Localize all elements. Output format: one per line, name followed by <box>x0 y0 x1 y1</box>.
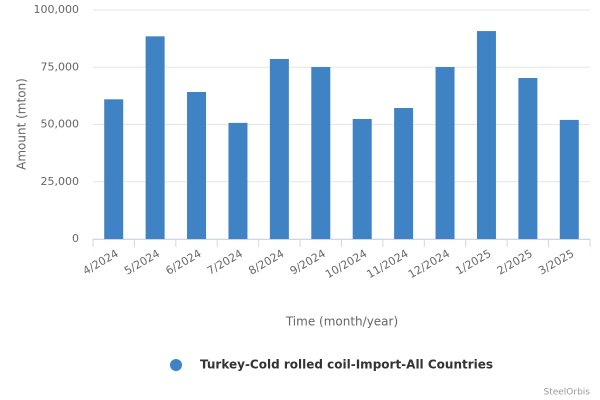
y-tick-label: 25,000 <box>41 175 80 188</box>
bar <box>559 119 579 239</box>
bar <box>352 119 372 239</box>
x-tick-label: 5/2024 <box>122 247 162 278</box>
x-tick-label: 7/2024 <box>205 247 245 278</box>
bar <box>269 59 289 240</box>
credits: SteelOrbis <box>543 388 590 398</box>
y-tick-label: 75,000 <box>41 60 80 73</box>
x-tick-label: 4/2024 <box>81 247 121 278</box>
bar <box>187 91 207 240</box>
bar <box>394 108 414 240</box>
x-axis-title: Time (month/year) <box>285 315 398 329</box>
bar <box>104 99 124 239</box>
x-tick-label: 8/2024 <box>246 247 286 278</box>
x-tick-label: 3/2025 <box>536 247 576 278</box>
x-tick-label: 10/2024 <box>323 247 369 281</box>
x-tick-label: 1/2025 <box>453 247 493 278</box>
bar <box>518 78 538 239</box>
bar <box>311 67 331 239</box>
x-tick-label: 2/2025 <box>495 247 535 278</box>
y-tick-label: 100,000 <box>34 3 80 16</box>
x-tick-label: 9/2024 <box>288 247 328 278</box>
bar <box>476 31 496 240</box>
y-tick-label: 50,000 <box>41 118 80 131</box>
bar <box>145 36 165 240</box>
y-axis-title: Amount (mton) <box>15 78 29 170</box>
bar <box>435 67 455 239</box>
x-tick-label: 12/2024 <box>406 247 452 281</box>
legend-label: Turkey-Cold rolled coil-Import-All Count… <box>200 358 493 372</box>
y-tick-label: 0 <box>72 232 79 245</box>
bar <box>228 122 248 239</box>
x-tick-label: 6/2024 <box>164 247 204 278</box>
legend-marker <box>170 359 182 371</box>
x-tick-label: 11/2024 <box>365 247 411 281</box>
